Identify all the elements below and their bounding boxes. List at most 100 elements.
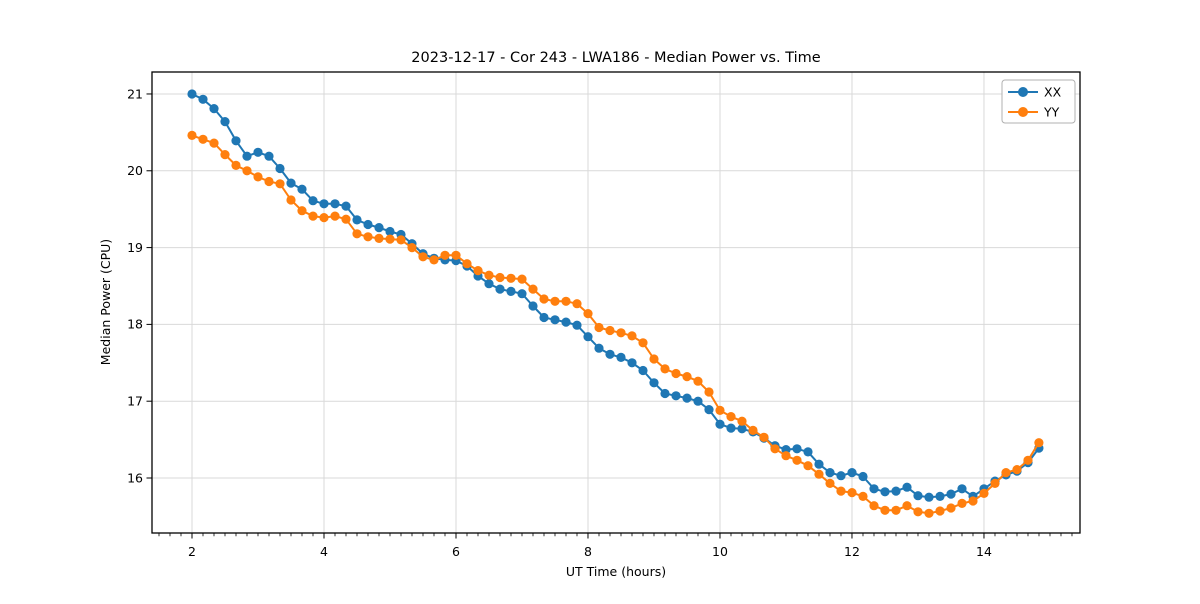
data-point-xx (385, 226, 395, 237)
data-point-xx (187, 89, 197, 99)
data-point-xx (803, 447, 813, 457)
data-point-yy (715, 405, 725, 415)
data-point-yy (1023, 455, 1033, 465)
data-point-yy (726, 412, 736, 422)
data-point-yy (231, 160, 241, 170)
data-point-xx (561, 317, 571, 327)
x-tick-label: 14 (976, 544, 992, 559)
data-point-yy (319, 213, 329, 223)
data-point-xx (715, 419, 725, 429)
data-point-xx (858, 471, 868, 482)
data-point-xx (594, 343, 604, 353)
data-point-yy (638, 338, 648, 348)
y-axis-label: Median Power (CPU) (98, 239, 113, 365)
x-tick-label: 6 (452, 544, 460, 559)
legend-marker-icon (1018, 87, 1028, 97)
x-axis: 2 4 6 8 10 12 14 (158, 533, 1073, 559)
data-point-yy (946, 503, 956, 513)
data-point-xx (352, 215, 362, 225)
data-point-xx (693, 396, 703, 406)
data-point-yy (429, 255, 439, 265)
data-point-xx (902, 482, 912, 492)
data-point-yy (539, 294, 549, 304)
data-point-yy (583, 309, 593, 319)
y-axis: 16 17 18 19 20 21 (127, 86, 152, 485)
data-point-yy (561, 296, 571, 306)
data-point-yy (220, 150, 230, 160)
data-point-xx (539, 312, 549, 323)
data-point-yy (275, 179, 285, 189)
legend-label: YY (1043, 104, 1060, 119)
data-point-xx (297, 184, 307, 194)
data-point-xx (880, 487, 890, 497)
plot-area: 2 4 6 8 10 12 14 16 17 18 19 20 21 XX YY (127, 71, 1081, 559)
data-point-yy (550, 296, 560, 306)
y-tick-label: 20 (127, 163, 143, 178)
data-point-yy (935, 506, 945, 516)
data-point-yy (242, 166, 252, 176)
data-point-yy (462, 259, 472, 269)
data-point-yy (858, 491, 868, 501)
data-point-xx (847, 468, 857, 478)
data-point-yy (869, 501, 879, 511)
x-axis-label: UT Time (hours) (566, 564, 666, 579)
data-point-xx (572, 320, 582, 330)
y-tick-label: 17 (127, 393, 143, 408)
legend-entry-yy: YY (1008, 104, 1060, 119)
data-point-yy (814, 469, 824, 479)
data-point-yy (957, 498, 967, 508)
data-point-xx (671, 391, 681, 401)
data-point-yy (1001, 468, 1011, 478)
data-point-xx (946, 489, 956, 499)
data-point-xx (319, 199, 329, 209)
data-point-yy (264, 176, 274, 187)
data-point-xx (253, 147, 263, 157)
data-point-xx (374, 223, 384, 233)
data-point-yy (473, 266, 483, 276)
data-point-yy (330, 211, 340, 221)
data-point-xx (308, 196, 318, 206)
data-point-yy (506, 273, 516, 283)
data-point-xx (825, 468, 835, 478)
x-tick-label: 4 (320, 544, 328, 559)
data-point-xx (286, 178, 296, 188)
data-point-yy (352, 229, 362, 239)
data-point-yy (528, 284, 538, 294)
data-point-xx (869, 484, 879, 494)
data-point-yy (385, 234, 395, 244)
data-point-yy (484, 270, 494, 280)
data-point-yy (990, 478, 1000, 488)
y-tick-label: 21 (127, 86, 143, 101)
data-point-xx (495, 284, 505, 294)
data-point-yy (572, 299, 582, 309)
x-tick-label: 12 (844, 544, 860, 559)
data-point-yy (495, 272, 505, 283)
x-tick-label: 8 (584, 544, 592, 559)
data-point-yy (924, 508, 934, 518)
data-point-yy (297, 206, 307, 216)
data-point-yy (836, 486, 846, 496)
data-point-xx (275, 163, 285, 174)
data-point-xx (605, 349, 615, 359)
data-point-xx (638, 365, 648, 376)
data-point-yy (341, 214, 351, 224)
data-point-xx (330, 199, 340, 209)
data-point-yy (671, 368, 681, 379)
data-point-xx (660, 388, 670, 399)
data-point-xx (231, 136, 241, 146)
data-point-yy (451, 250, 461, 260)
data-point-yy (308, 211, 318, 221)
data-point-yy (781, 451, 791, 461)
data-point-xx (913, 491, 923, 501)
data-point-xx (550, 315, 560, 325)
data-point-xx (484, 279, 494, 289)
data-point-xx (616, 352, 626, 362)
data-point-yy (594, 322, 604, 333)
data-point-xx (220, 117, 230, 127)
data-point-yy (187, 130, 197, 140)
data-point-yy (649, 354, 659, 364)
data-point-xx (792, 444, 802, 454)
data-point-xx (924, 492, 934, 502)
data-point-yy (968, 496, 978, 506)
